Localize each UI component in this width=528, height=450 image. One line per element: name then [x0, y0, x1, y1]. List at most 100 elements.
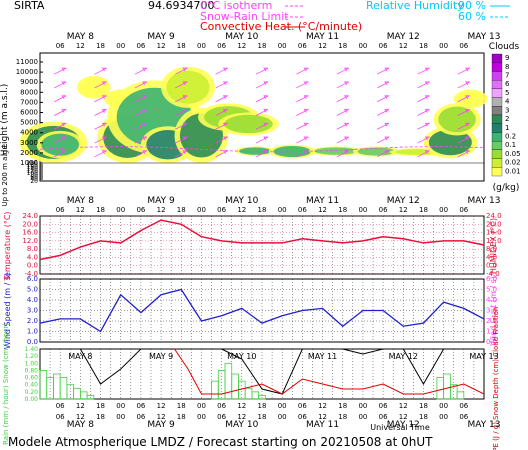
colorbar-tick: 0.2	[505, 133, 516, 141]
wind-arrow-head	[142, 67, 147, 72]
cape-ylabel: CAPE (J / g) Snow Depth (cm) Cloud Fract…	[492, 307, 500, 450]
colorbar-tick: 0.05	[505, 150, 521, 158]
hour-label: 00	[278, 206, 287, 214]
cloud-fraction-line	[40, 348, 484, 395]
colorbar-cell	[491, 167, 503, 177]
wind-arrow	[94, 67, 107, 75]
hour-label: 18	[338, 413, 347, 421]
hour-label: 18	[177, 413, 186, 421]
wind-arrow-head	[263, 136, 268, 141]
hour-label: 00	[197, 206, 206, 214]
hour-label: 00	[439, 206, 448, 214]
hour-label: 18	[419, 42, 428, 50]
rain-bars	[39, 362, 465, 400]
day-label-inner: MAY 13	[469, 352, 498, 361]
wind-arrow	[94, 81, 107, 89]
cloud-ytick: 40	[30, 176, 38, 183]
gust-ylabel: Wind Gust (m / s)	[489, 276, 498, 346]
wind-ytick: 3.0	[27, 307, 38, 315]
colorbar-cell	[491, 114, 503, 124]
wind-arrow	[94, 150, 107, 158]
hour-label-inner: 12	[76, 402, 85, 410]
wind-arrow	[296, 67, 309, 75]
humidex-ytick: 0.0	[486, 262, 497, 270]
humidex-ytick: 16.0	[486, 229, 502, 237]
wind-arrow	[255, 81, 269, 89]
hour-label: 00	[358, 42, 367, 50]
cloud-blob	[80, 78, 108, 97]
hour-label-inner: 12	[237, 402, 246, 410]
hour-label-inner: 00	[439, 402, 448, 410]
day-label: MAY 10	[225, 32, 258, 42]
cloud-ytick: 1000	[20, 159, 38, 167]
wind-arrow-head	[101, 136, 107, 141]
hour-label: 06	[459, 42, 468, 50]
cloud-ytick: 20	[30, 178, 38, 185]
wind-arrow-head	[142, 136, 147, 141]
colorbar-tick: 3	[505, 106, 509, 114]
wind-arrow	[417, 109, 430, 116]
cloud-ytick: 140	[27, 166, 39, 173]
hour-label-inner: 06	[379, 402, 388, 410]
wind-arrow-head	[222, 67, 228, 72]
wind-arrow	[255, 67, 269, 75]
day-label-inner: MAY 12	[389, 352, 418, 361]
rain-ytick: 0.40	[25, 382, 39, 389]
wind-arrow-head	[424, 150, 430, 155]
hour-label: 06	[379, 413, 388, 421]
wind-arrow-head	[303, 109, 309, 113]
wind-arrow	[54, 136, 67, 144]
hour-label: 12	[399, 206, 408, 214]
wind-arrow-head	[182, 122, 188, 127]
colorbar-tick: 0.01	[505, 167, 521, 175]
wind-arrow-head	[465, 136, 470, 141]
hour-label-inner: 06	[136, 402, 145, 410]
day-label-inner: MAY 8	[68, 352, 92, 361]
wind-arrow	[175, 81, 188, 89]
humidex-ytick: 24.0	[486, 212, 502, 220]
hour-label: 06	[136, 206, 145, 214]
wind-ytick: 6.0	[27, 275, 38, 283]
wind-arrow-head	[303, 122, 309, 127]
wind-arrow	[417, 95, 430, 103]
cloud-ytick: 160	[27, 164, 39, 171]
gust-ytick: 2.0	[486, 317, 497, 325]
cloud-blob	[428, 129, 472, 156]
rain-ytick: 1.20	[25, 353, 39, 360]
wind-arrow	[215, 81, 228, 89]
wind-arrow-head	[101, 95, 107, 99]
wind-arrow	[134, 81, 148, 89]
wind-arrow	[376, 122, 390, 130]
cloud-ytick: 11000	[16, 58, 38, 66]
wind-arrow	[54, 81, 67, 89]
isotherm-line	[39, 146, 485, 153]
hour-label: 12	[318, 413, 327, 421]
wind-arrow-head	[384, 150, 390, 155]
wind-arrow	[255, 150, 269, 158]
hour-label: 12	[237, 42, 246, 50]
hour-label: 06	[136, 413, 145, 421]
hour-label: 18	[258, 413, 267, 421]
x-axis-label: Universal Time	[370, 423, 430, 432]
hour-label: 18	[419, 206, 428, 214]
wind-arrow	[175, 122, 188, 130]
day-label: MAY 8	[67, 420, 95, 430]
wind-arrow	[417, 136, 430, 144]
wind-arrow	[134, 95, 148, 103]
wind-arrow-head	[222, 150, 228, 155]
hour-label: 00	[278, 413, 287, 421]
hour-label: 12	[157, 42, 166, 50]
wind-arrow	[215, 136, 228, 144]
day-label: MAY 13	[467, 32, 500, 42]
wind-arrow	[336, 136, 349, 144]
temp-ytick: 12.0	[22, 237, 38, 245]
wind-arrow-head	[263, 150, 268, 155]
wind-arrow-head	[343, 150, 349, 155]
hour-label: 06	[298, 206, 307, 214]
wind-arrow	[296, 136, 309, 144]
wind-arrow	[94, 109, 107, 116]
colorbar-tick: 0.1	[505, 141, 516, 149]
hour-label: 12	[237, 206, 246, 214]
hour-label: 06	[459, 206, 468, 214]
